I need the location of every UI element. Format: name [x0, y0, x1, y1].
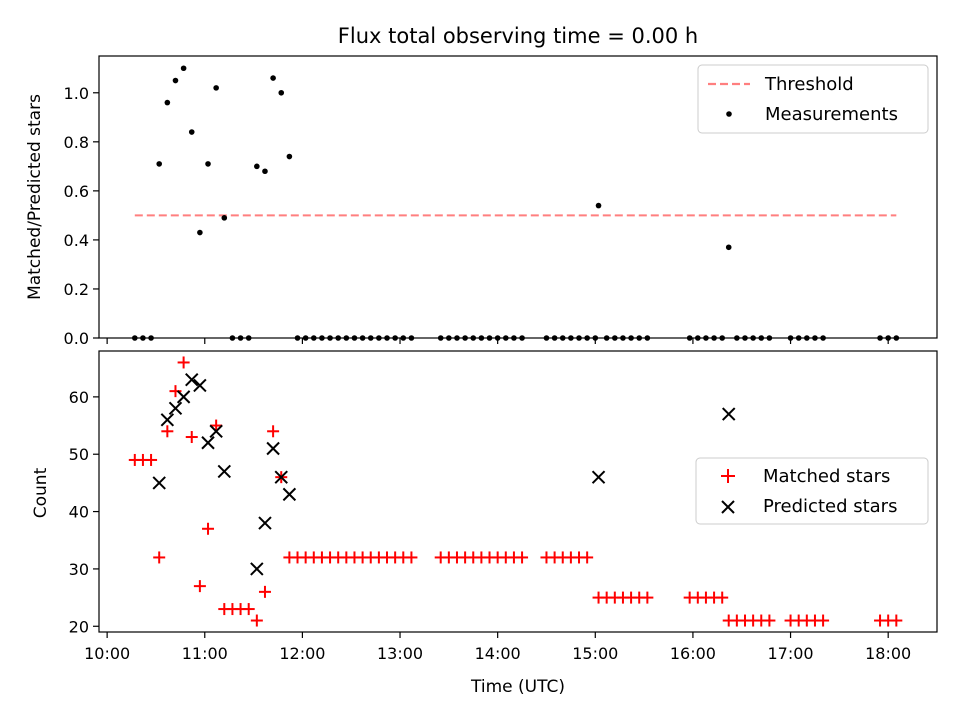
bottom-legend-box [695, 457, 929, 525]
measurement-point [213, 85, 219, 91]
matched-star-point [716, 591, 729, 604]
bottom-legend: Matched stars Predicted stars [695, 457, 929, 525]
bottom-ytick-label: 30 [69, 560, 89, 579]
top-ytick-label: 0.6 [64, 182, 89, 201]
matched-star-point [258, 585, 271, 598]
predicted-star-point [193, 378, 207, 393]
bottom-xtick-label: 11:00 [182, 644, 228, 663]
legend-measurements-swatch [726, 111, 732, 117]
matched-star-point [242, 603, 255, 616]
top-legend-box [697, 64, 929, 134]
predicted-star-point [152, 476, 166, 490]
matched-star-point [153, 551, 166, 564]
bottom-xtick-label: 12:00 [279, 644, 325, 663]
top-ytick-label: 0.4 [64, 231, 89, 250]
bottom-xtick-label: 16:00 [670, 644, 716, 663]
predicted-star-point [250, 562, 264, 576]
top-legend: Threshold Measurements [697, 64, 929, 134]
matched-star-point [763, 614, 776, 627]
matched-star-point [193, 580, 206, 593]
measurement-point [180, 65, 187, 72]
bottom-xlabel: Time (UTC) [470, 677, 565, 697]
bottom-xtick-label: 18:00 [865, 644, 911, 663]
top-ylabel: Matched/Predicted stars [25, 94, 45, 300]
bottom-x-axis: 10:00 11:00 12:00 13:00 14:00 15:00 16:00 17:00… [84, 632, 911, 663]
measurement-point [164, 99, 171, 106]
matched-star-point [890, 614, 903, 627]
legend-matched-label: Matched stars [763, 466, 890, 487]
bottom-ytick-label: 60 [69, 388, 89, 407]
legend-predicted-label: Predicted stars [763, 496, 897, 517]
matched-star-point [145, 453, 158, 466]
bottom-plot-area [128, 356, 903, 627]
predicted-star-point [591, 470, 606, 484]
predicted-star-point [160, 413, 175, 427]
bottom-axes-frame [98, 350, 938, 633]
measurement-point [278, 89, 285, 96]
matched-star-point [210, 419, 223, 432]
matched-star-point [817, 614, 830, 627]
matched-star-point [185, 431, 198, 444]
top-ytick-label: 0.8 [64, 133, 89, 152]
measurement-point [254, 163, 260, 170]
top-ytick-label: 1.0 [64, 84, 89, 103]
bottom-xtick-label: 14:00 [475, 644, 521, 663]
bottom-y-axis: 20 30 40 50 60 [69, 388, 99, 636]
bottom-ylabel: Count [31, 467, 51, 518]
predicted-star-point [722, 407, 736, 421]
measurement-point [286, 153, 293, 160]
legend-predicted-swatch [721, 500, 735, 514]
bottom-ytick-label: 50 [69, 445, 89, 464]
matched-star-point [641, 591, 654, 604]
bottom-ytick-label: 40 [69, 503, 89, 522]
bottom-xtick-label: 17:00 [767, 644, 813, 663]
predicted-star-point [274, 470, 288, 484]
measurement-point [221, 215, 228, 221]
measurement-point [262, 168, 268, 175]
top-ytick-label: 0.0 [64, 329, 89, 348]
top-title: Flux total observing time = 0.00 h [338, 24, 698, 48]
measurement-point [197, 229, 203, 236]
bottom-xtick-label: 15:00 [572, 644, 618, 663]
legend-threshold-label: Threshold [764, 74, 854, 95]
matched-star-point [250, 614, 263, 627]
predicted-star-point [176, 390, 191, 404]
legend-matched-swatch [721, 469, 735, 483]
top-panel: Flux total observing time = 0.00 h Match… [25, 24, 938, 348]
top-y-axis: 0.0 0.2 0.4 0.6 0.8 1.0 [64, 84, 99, 348]
predicted-star-point [258, 516, 272, 530]
measurement-point [725, 244, 732, 251]
predicted-star-point [282, 487, 297, 502]
matched-star-point [202, 522, 215, 535]
measurement-point [205, 161, 211, 167]
measurement-point [595, 202, 602, 209]
bottom-xtick-label: 13:00 [377, 644, 423, 663]
bottom-panel: Count Time (UTC) 20 30 40 50 60 10:00 11:00 12… [31, 350, 938, 697]
measurement-point [172, 77, 179, 84]
predicted-star-point [217, 464, 232, 479]
predicted-star-point [266, 441, 280, 456]
top-axes-frame [98, 55, 938, 339]
bottom-xtick-label: 10:00 [84, 644, 130, 663]
predicted-star-point [185, 372, 199, 387]
matched-star-point [161, 425, 174, 438]
matched-star-point [581, 551, 594, 564]
matched-star-point [405, 551, 418, 564]
matched-star-point [516, 551, 529, 564]
legend-measurements-label: Measurements [765, 104, 898, 125]
matched-star-point [169, 385, 182, 398]
measurement-point [270, 75, 276, 81]
predicted-star-point [209, 424, 223, 438]
predicted-star-point [201, 436, 215, 450]
matched-star-point [267, 425, 280, 438]
matched-star-point [177, 356, 190, 369]
measurement-point [188, 129, 195, 135]
top-ytick-label: 0.2 [64, 280, 89, 299]
measurement-point [156, 161, 163, 167]
predicted-star-point [168, 401, 183, 416]
bottom-ytick-label: 20 [69, 617, 89, 636]
